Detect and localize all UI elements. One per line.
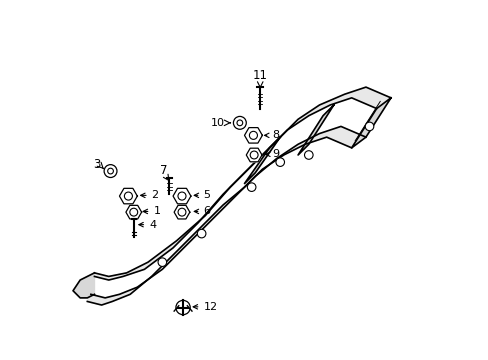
Circle shape	[176, 300, 190, 315]
Circle shape	[124, 192, 132, 200]
Polygon shape	[246, 148, 262, 162]
Text: 10: 10	[210, 118, 224, 128]
Text: 6: 6	[194, 206, 210, 216]
Polygon shape	[351, 98, 390, 148]
Text: 4: 4	[139, 220, 156, 230]
Circle shape	[158, 258, 166, 266]
Polygon shape	[174, 205, 189, 219]
Text: 9: 9	[265, 149, 279, 159]
Circle shape	[275, 158, 284, 166]
Circle shape	[178, 208, 185, 216]
Polygon shape	[94, 87, 390, 280]
Circle shape	[249, 131, 257, 139]
Text: 5: 5	[194, 190, 210, 201]
Circle shape	[233, 116, 246, 129]
Text: 3: 3	[93, 158, 101, 171]
Circle shape	[247, 183, 255, 192]
Text: 8: 8	[264, 130, 279, 140]
Text: 12: 12	[193, 302, 217, 312]
Circle shape	[197, 229, 205, 238]
Circle shape	[107, 168, 113, 174]
Polygon shape	[244, 127, 262, 143]
Text: 1: 1	[143, 206, 160, 216]
Polygon shape	[244, 137, 280, 184]
Circle shape	[104, 165, 117, 177]
Circle shape	[130, 208, 138, 216]
Polygon shape	[173, 188, 190, 204]
Text: 2: 2	[141, 190, 159, 201]
Polygon shape	[119, 188, 137, 204]
Text: 11: 11	[252, 69, 267, 82]
Polygon shape	[87, 126, 365, 305]
Circle shape	[250, 151, 258, 159]
Polygon shape	[73, 273, 94, 298]
Circle shape	[365, 122, 373, 131]
Circle shape	[237, 120, 242, 126]
Circle shape	[304, 151, 312, 159]
Circle shape	[178, 192, 185, 200]
Polygon shape	[298, 105, 333, 155]
Polygon shape	[125, 205, 142, 219]
Text: 7: 7	[160, 165, 167, 177]
